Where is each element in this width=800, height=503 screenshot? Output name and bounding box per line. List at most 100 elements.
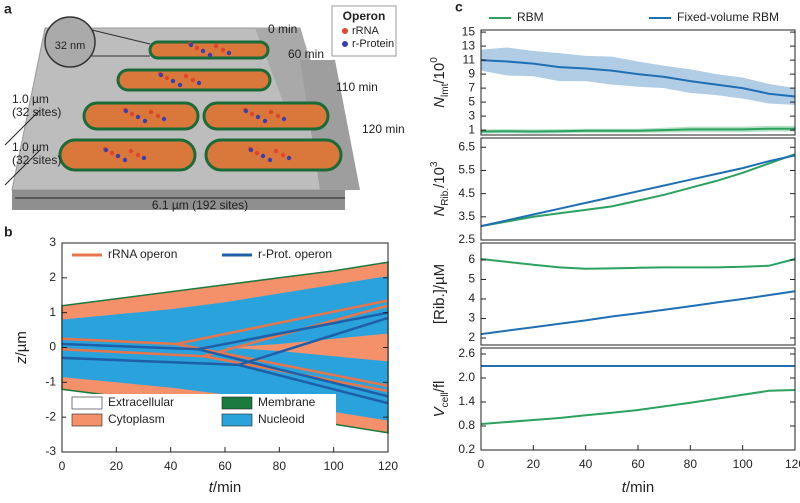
label-part: /µm (13, 331, 30, 356)
y-tick-label: 3 (468, 311, 475, 325)
time-label: 120 min (362, 122, 405, 136)
y-tick-label: 2 (49, 270, 56, 284)
x-tick-label: 40 (579, 457, 593, 471)
series-line (480, 389, 796, 425)
molecule (115, 153, 121, 159)
legend-label: Nucleoid (258, 412, 305, 426)
cell (204, 138, 343, 172)
label-part: Rib. (440, 188, 451, 206)
error-band (481, 47, 795, 105)
y-tick-label: 7 (468, 80, 475, 94)
dim-arrow (4, 109, 41, 146)
y-tick-label: 6.5 (458, 139, 475, 153)
legend-label: RBM (517, 10, 544, 24)
legend-title: Operon (343, 9, 386, 23)
y-tick-label: 4.5 (458, 186, 475, 200)
molecule (248, 147, 254, 153)
molecule (280, 152, 286, 158)
molecule (226, 50, 232, 56)
molecule (170, 78, 176, 84)
legend-label: Membrane (258, 395, 316, 409)
x-tick-label: 20 (110, 459, 124, 473)
legend-label: Fixed-volume RBM (677, 10, 779, 24)
molecule (135, 152, 141, 158)
y-tick-label: 1.4 (458, 394, 475, 408)
y-tick-label: -2 (45, 409, 56, 423)
x-tick-label: 60 (631, 457, 645, 471)
panel-label: c (455, 0, 463, 15)
y-tick-label: 3.5 (458, 209, 475, 223)
molecule (275, 113, 281, 119)
zoom-line (91, 29, 151, 45)
operon-track (238, 363, 389, 405)
label-part: /min (626, 479, 654, 496)
cell (202, 101, 330, 131)
legend-label: Cytoplasm (108, 412, 165, 426)
molecule (194, 45, 200, 51)
label-part: 0 (429, 57, 440, 63)
x-tick-label: 0 (59, 459, 66, 473)
legend-swatch (221, 396, 253, 410)
y-tick-label: 9 (468, 66, 475, 80)
x-tick-label: 0 (478, 457, 485, 471)
length-label: 6.1 µm (192 sites) (152, 198, 248, 212)
dimension-sites: (32 sites) (12, 105, 61, 119)
molecule (220, 47, 226, 53)
y-tick-label: 4 (468, 291, 475, 305)
y-tick-label: 1 (49, 305, 56, 319)
legend-label: r-Prot. operon (258, 247, 332, 261)
molecule (267, 157, 273, 163)
label-part: t (622, 479, 627, 496)
molecule (135, 114, 141, 120)
y-tick-label: 5 (468, 272, 475, 286)
series-line (480, 154, 796, 228)
y-tick-label: 2.5 (458, 232, 475, 246)
molecule (109, 150, 115, 156)
legend-box (66, 247, 336, 263)
y-axis-label: z/µm (13, 331, 30, 365)
y-axis-label: [Rib.]/µM (431, 264, 448, 324)
x-tick-label: 40 (164, 459, 178, 473)
label-part: /min (213, 479, 241, 496)
dimension-value: 1.0 µm (12, 92, 49, 106)
molecule (207, 52, 213, 58)
molecule (262, 118, 268, 124)
legend-label: rRNA operon (108, 247, 177, 261)
legend-label: Extracellular (108, 395, 174, 409)
operon-track (197, 347, 389, 398)
y-tick-label: 0 (49, 340, 56, 354)
label-part: /10 (431, 63, 448, 84)
molecule (249, 111, 255, 117)
molecule (268, 109, 274, 115)
zoom-label: 32 nm (55, 40, 86, 52)
y-tick-label: 6 (468, 252, 475, 266)
label-part: V (431, 405, 448, 417)
panel-label: a (4, 1, 12, 17)
molecule (141, 155, 147, 161)
molecule (281, 116, 287, 122)
x-tick-label: 80 (273, 459, 287, 473)
molecule (196, 80, 202, 86)
label-part: [Rib.]/µM (431, 264, 448, 324)
y-tick-label: 13 (462, 38, 476, 52)
y-tick-label: 5 (468, 94, 475, 108)
y-tick-label: 0.2 (458, 442, 475, 456)
legend-swatch (221, 413, 253, 427)
x-tick-label: 100 (733, 457, 753, 471)
label-part: /10 (431, 167, 448, 188)
legend-swatch (71, 396, 103, 410)
molecule (128, 148, 134, 154)
y-axis-label: Vcell/fl (431, 381, 451, 418)
y-tick-label: 3 (468, 108, 475, 122)
label-part: lmt (440, 83, 451, 97)
label-part: z (13, 356, 30, 365)
molecule (243, 108, 249, 114)
time-label: 110 min (336, 80, 378, 94)
operon-track (175, 342, 389, 388)
label-part: cell (440, 392, 451, 407)
y-tick-label: 1 (468, 122, 475, 136)
x-tick-label: 100 (324, 459, 344, 473)
molecule (161, 116, 167, 122)
